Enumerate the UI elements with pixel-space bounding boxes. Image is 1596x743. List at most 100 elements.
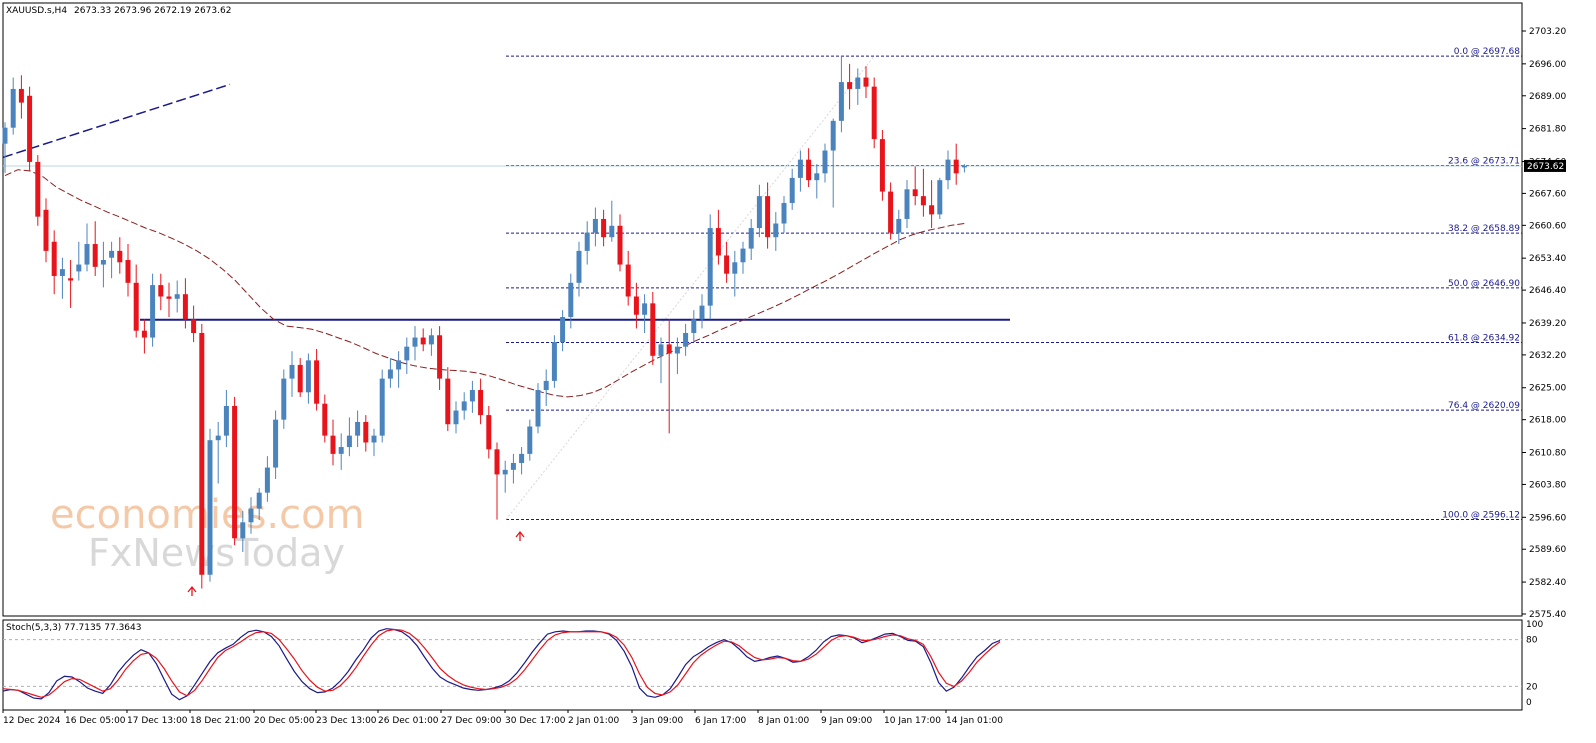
- price-tick-label: 2596.60: [1529, 513, 1566, 523]
- candle-body: [10, 88, 16, 128]
- candle-body: [117, 250, 123, 263]
- candle-body: [18, 88, 24, 103]
- price-tick-label: 2632.20: [1529, 351, 1566, 361]
- candle-body: [953, 159, 959, 174]
- candle-body: [748, 228, 754, 249]
- candle-body: [756, 196, 762, 229]
- candle-body: [584, 232, 590, 251]
- candle-body: [912, 189, 918, 197]
- candle-body: [633, 296, 639, 315]
- candle-body: [592, 218, 598, 233]
- candle-body: [363, 421, 369, 443]
- stochastic-tick-label: 20: [1526, 682, 1538, 692]
- candle-body: [855, 77, 861, 89]
- stochastic-tick-label: 100: [1526, 620, 1543, 630]
- fib-level-label: 38.2 @ 2658.89: [1448, 224, 1520, 234]
- time-tick-label: 10 Jan 17:00: [884, 716, 941, 726]
- watermark-economies: economies.com: [50, 492, 365, 538]
- time-tick-label: 12 Dec 2024: [3, 716, 61, 726]
- candle-body: [379, 378, 385, 436]
- fib-level-label: 76.4 @ 2620.09: [1448, 401, 1520, 411]
- candle-body: [51, 241, 57, 276]
- candle-body: [797, 159, 803, 178]
- candle-body: [666, 344, 672, 354]
- price-tick-label: 2610.80: [1529, 449, 1566, 459]
- time-axis: 12 Dec 2024 16 Dec 05:00 17 Dec 13:00 18 De…: [2, 710, 1003, 726]
- candle-body: [961, 166, 967, 168]
- time-tick-label: 18 Dec 21:00: [190, 716, 251, 726]
- candle-body: [215, 435, 221, 441]
- candle-body: [773, 223, 779, 238]
- candle-body: [68, 278, 74, 281]
- time-tick-label: 8 Jan 01:00: [758, 716, 810, 726]
- candle-body: [264, 467, 270, 493]
- fib-level-label: 23.6 @ 2673.71: [1448, 157, 1520, 167]
- candle-body: [59, 269, 65, 276]
- candle-body: [576, 250, 582, 283]
- candle-body: [535, 390, 541, 427]
- candle-body: [658, 344, 664, 356]
- price-tick-label: 2589.60: [1529, 545, 1566, 555]
- stochastic-panel-border: [2, 619, 1523, 711]
- fib-level-label: 50.0 @ 2646.90: [1448, 279, 1520, 289]
- time-tick-label: 3 Jan 09:00: [632, 716, 684, 726]
- price-tick-label: 2639.20: [1529, 319, 1566, 329]
- watermark-fxnewstoday: FxNewsToday: [88, 531, 345, 575]
- candle-body: [732, 262, 738, 274]
- fib-level-label: 0.0 @ 2697.68: [1454, 47, 1521, 57]
- candle-body: [371, 435, 377, 443]
- candle-body: [100, 260, 106, 265]
- stochastic-lines: [2, 628, 1001, 701]
- candle-body: [822, 150, 828, 174]
- candle-body: [166, 296, 172, 299]
- fibonacci-levels[interactable]: 0.0 @ 2697.68 23.6 @ 2673.71 38.2 @ 2658.8…: [505, 47, 1522, 520]
- symbol-label: XAUUSD.s,H4: [6, 6, 67, 16]
- stochastic-title: Stoch(5,3,3) 77.7135 77.3643: [6, 623, 141, 633]
- price-tick-label: 2603.80: [1529, 480, 1566, 490]
- stochastic-tick-label: 80: [1526, 636, 1538, 646]
- candle-body: [724, 255, 730, 274]
- candle-body: [453, 410, 459, 425]
- candle-body: [920, 196, 926, 206]
- candle-body: [387, 369, 393, 379]
- moving-average-line: [4, 169, 965, 398]
- time-tick-label: 6 Jan 17:00: [695, 716, 747, 726]
- candle-body: [297, 364, 303, 393]
- price-axis: 2703.202696.002689.002681.802674.602667.…: [1522, 27, 1566, 708]
- candle-body: [412, 337, 418, 347]
- candle-body: [904, 189, 910, 219]
- candle-body: [879, 139, 885, 192]
- buy-arrow-icon: [515, 530, 525, 541]
- time-tick-label: 27 Dec 09:00: [441, 716, 502, 726]
- candle-body: [191, 319, 197, 333]
- candle-body: [863, 77, 869, 87]
- candle-body: [781, 202, 787, 224]
- candle-body: [43, 209, 49, 251]
- candle-body: [625, 264, 631, 297]
- candle-body: [404, 346, 410, 361]
- candle-body: [223, 405, 229, 436]
- candle-body: [2, 127, 8, 144]
- fib-level-label: 61.8 @ 2634.92: [1448, 333, 1520, 343]
- candle-body: [510, 463, 516, 470]
- candle-body: [765, 196, 771, 238]
- candle-body: [888, 191, 894, 233]
- candle-body: [896, 218, 902, 233]
- candle-body: [830, 120, 836, 151]
- trend-line: [2, 83, 231, 159]
- price-tick-label: 2653.40: [1529, 254, 1566, 264]
- main-chart-panel: [2, 2, 1523, 617]
- candle-body: [543, 380, 549, 391]
- candle-body: [551, 342, 557, 381]
- candle-body: [207, 440, 213, 575]
- fib-level-label: 100.0 @ 2596.12: [1442, 510, 1520, 520]
- stochastic-main-line: [2, 628, 1001, 701]
- drawn-lines[interactable]: [2, 83, 1522, 596]
- candle-body: [445, 378, 451, 425]
- time-tick-label: 14 Jan 01:00: [946, 716, 1003, 726]
- candle-body: [871, 86, 877, 140]
- candle-body: [240, 522, 246, 539]
- candle-body: [305, 360, 311, 393]
- candle-body: [346, 435, 352, 448]
